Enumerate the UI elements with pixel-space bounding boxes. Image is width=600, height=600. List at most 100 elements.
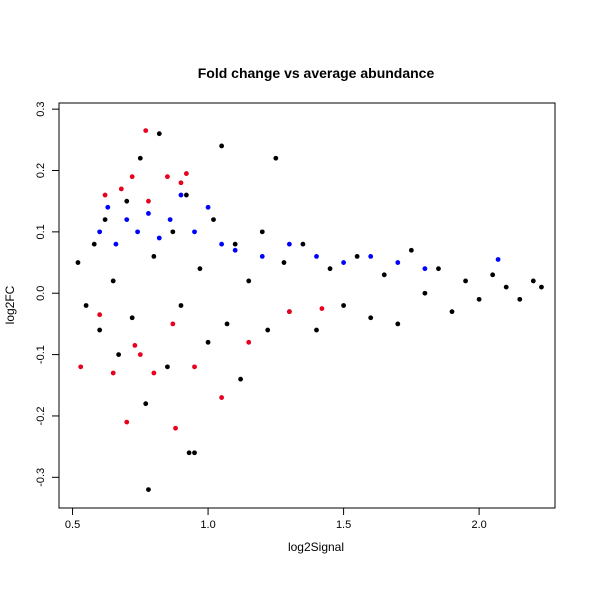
data-point [314,254,319,259]
data-point [192,229,197,235]
data-point [110,278,116,284]
data-point [102,217,108,222]
data-point [422,266,428,272]
data-point [395,321,401,327]
data-point [408,247,414,253]
data-point [78,364,84,370]
data-point [132,342,138,348]
data-point [314,327,319,333]
data-point [449,309,455,315]
data-point [124,419,130,425]
data-point [173,425,178,431]
data-point [151,254,157,259]
data-point [143,128,149,134]
y-axis-label: log2FC [3,285,17,324]
data-point [97,327,103,333]
data-point [246,339,252,345]
data-point [165,174,170,180]
data-point [137,155,143,161]
data-point [490,272,496,278]
x-tick-label: 1.0 [200,519,215,531]
data-point [281,260,287,265]
point-series-2 [78,128,325,431]
data-point [286,241,292,247]
data-point [354,254,360,259]
data-point [232,247,238,253]
data-point [124,217,130,222]
data-point [530,278,536,284]
data-point [124,198,130,204]
x-tick-label: 1.5 [336,519,351,531]
data-point [197,266,203,272]
data-point [463,278,468,284]
data-point [205,339,211,345]
data-point [381,272,387,278]
y-tick-label: 0.3 [35,101,47,116]
data-point [113,241,119,247]
data-point [135,229,141,235]
y-tick-label: 0.2 [35,163,47,178]
data-point [165,364,170,370]
data-point [259,229,265,235]
data-points [75,128,544,492]
point-series-0 [75,131,544,492]
data-point [341,303,346,308]
data-point [422,290,428,296]
data-point [156,235,162,241]
data-point [246,278,252,284]
data-point [156,131,162,137]
y-tick-label: -0.3 [35,468,47,487]
data-point [495,257,501,262]
data-point [211,217,216,222]
chart-title: Fold change vs average abundance [198,65,435,81]
y-tick-label: 0.0 [35,286,47,301]
data-point [183,171,189,176]
data-point [102,192,108,198]
data-point [170,321,176,327]
data-point [91,241,97,247]
data-point [129,315,135,321]
x-axis-label: log2Signal [288,540,344,554]
x-tick-label: 2.0 [471,519,486,531]
data-point [224,321,230,327]
point-series-1 [97,192,501,272]
data-point [219,241,225,247]
data-point [232,241,238,247]
data-point [327,266,333,272]
data-point [300,241,306,247]
data-point [167,217,173,222]
plot-area-border [58,102,556,509]
data-point [265,327,271,333]
data-point [219,143,225,149]
data-point [116,352,122,357]
y-axis: -0.3 -0.2 -0.1 0.0 0.1 0.2 0.3 [35,101,60,487]
data-point [170,229,176,235]
y-tick-label: 0.1 [35,224,47,239]
data-point [238,376,243,382]
data-point [178,303,184,308]
x-axis: 0.5 1.0 1.5 2.0 [65,507,487,531]
data-point [517,296,523,302]
data-point [146,211,151,216]
data-point [395,260,401,265]
data-point [436,266,441,272]
x-tick-label: 0.5 [65,519,80,531]
data-point [219,395,225,400]
data-point [259,254,265,259]
data-point [503,284,509,290]
data-point [368,254,374,259]
data-point [286,309,292,315]
data-point [105,204,111,210]
data-point [97,312,103,318]
data-point [192,364,197,370]
data-point [143,401,149,407]
data-point [146,198,151,204]
y-tick-label: -0.1 [35,345,47,364]
data-point [178,180,184,186]
data-point [83,303,89,308]
data-point [192,450,197,456]
data-point [368,315,374,321]
data-point [319,306,325,311]
data-point [110,370,116,376]
